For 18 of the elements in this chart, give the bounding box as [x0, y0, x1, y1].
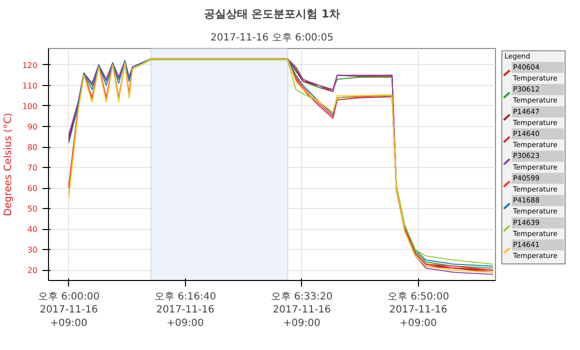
y-tick-label: 40 [27, 225, 38, 234]
y-tick-label: 30 [27, 246, 38, 255]
x-tick-label: 오후 6:16:40 2017-11-16 +09:00 [154, 292, 216, 329]
x-tick-label: 오후 6:33:20 2017-11-16 +09:00 [270, 292, 333, 329]
y-tick-label: 70 [27, 164, 38, 173]
y-tick-label: 90 [27, 122, 38, 132]
y-tick-label: 100 [22, 102, 38, 111]
y-tick-label: 20 [27, 266, 38, 276]
y-tick-label: 80 [27, 143, 38, 152]
y-tick-label: 110 [22, 81, 38, 90]
y-tick-label: 120 [22, 60, 38, 70]
chart-title: 공실상태 온도분포시험 1차 [204, 8, 340, 20]
y-axis-title: Degrees Celsius (°C) [3, 112, 14, 216]
x-tick-label: 오후 6:00:00 2017-11-16 +09:00 [38, 292, 100, 329]
y-tick-label: 50 [27, 204, 38, 214]
chart-subtitle: 2017-11-16 오후 6:00:05 [210, 32, 334, 44]
y-tick-label: 60 [27, 184, 38, 194]
x-tick-label: 오후 6:50:00 2017-11-16 +09:00 [387, 292, 450, 329]
